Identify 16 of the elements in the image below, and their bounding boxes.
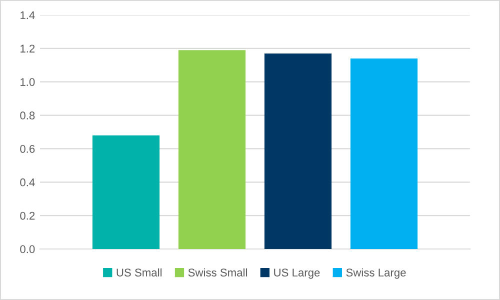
legend-label: Swiss Large — [346, 268, 406, 279]
y-tick-label: 1.4 — [20, 11, 35, 20]
bar — [264, 53, 332, 249]
legend-label: US Small — [116, 268, 162, 277]
y-tick-label: 0.4 — [20, 178, 35, 186]
bar — [178, 50, 246, 249]
y-tick-label: 0.6 — [20, 144, 35, 153]
y-tick-label: 1.0 — [20, 78, 35, 86]
legend-label: Swiss Small — [188, 268, 247, 277]
bar — [350, 58, 418, 249]
y-tick-label: 0.2 — [20, 212, 35, 220]
y-tick-label: 1.2 — [20, 44, 35, 52]
legend-label: US Large — [274, 268, 320, 279]
bar — [92, 135, 160, 249]
y-tick-label: 0.8 — [20, 112, 35, 120]
y-tick-label: 0.0 — [20, 245, 35, 254]
